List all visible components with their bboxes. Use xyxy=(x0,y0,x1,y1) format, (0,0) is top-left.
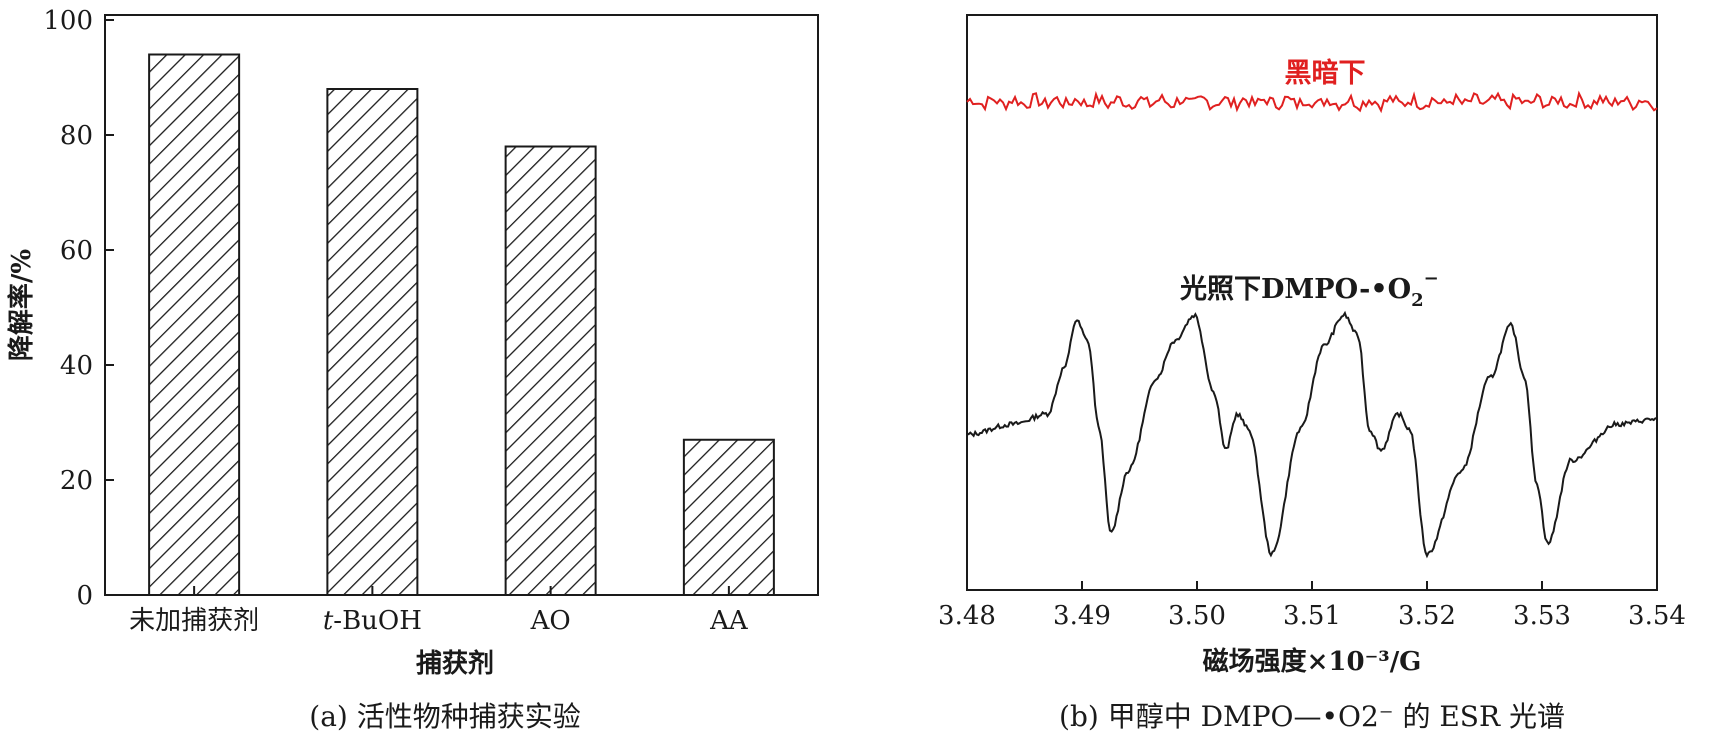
panel-a-x-tick-label-rest: -BuOH xyxy=(333,606,422,636)
panel-b-x-tick-label: 3.54 xyxy=(1628,601,1686,631)
panel-b-x-axis: 3.48 3.49 3.50 3.51 3.52 3.53 3.54 xyxy=(938,581,1686,631)
panel-b-x-tick-label: 3.49 xyxy=(1053,601,1111,631)
panel-a-x-axis: 未加捕获剂 t-BuOH AO AA xyxy=(129,586,749,636)
panel-a-y-tick-label: 0 xyxy=(76,581,93,611)
panel-a-caption: (a) 活性物种捕获实验 xyxy=(309,700,580,733)
panel-b-esr-spectrum: 3.48 3.49 3.50 3.51 3.52 3.53 3.54 黑暗下 光照下DMPO… xyxy=(938,14,1686,733)
panel-a-y-tick-label: 100 xyxy=(43,6,93,36)
annotation-light: 光照下DMPO-•O2− xyxy=(1179,268,1439,311)
panel-a-y-axis: 0 20 40 60 80 100 xyxy=(43,6,114,611)
annotation-light-sup: − xyxy=(1424,268,1439,289)
panel-b-x-tick-label: 3.53 xyxy=(1513,601,1571,631)
panel-a-x-axis-label: 捕获剂 xyxy=(416,649,494,679)
annotation-light-text: 光照下DMPO-•O xyxy=(1179,274,1411,305)
panel-a-bar xyxy=(148,53,241,596)
panel-a-x-tick-label: t-BuOH xyxy=(323,606,422,636)
panel-b-x-axis-label: 磁场强度×10⁻³/G xyxy=(1203,646,1422,677)
panel-b-series xyxy=(966,90,1658,559)
panel-b-x-tick-label: 3.50 xyxy=(1168,601,1226,631)
panel-a-bar xyxy=(682,438,775,596)
series-line-dark xyxy=(966,90,1658,114)
panel-b-x-tick-label: 3.52 xyxy=(1398,601,1456,631)
annotation-dark: 黑暗下 xyxy=(1285,58,1366,89)
panel-a-x-tick-label: AA xyxy=(709,606,749,636)
series-line-light xyxy=(966,310,1658,559)
panel-a-y-axis-label: 降解率/% xyxy=(6,249,37,361)
panel-a-y-tick-label: 80 xyxy=(60,121,93,151)
panel-a-y-tick-label: 40 xyxy=(60,351,93,381)
panel-b-caption: (b) 甲醇中 DMPO—•O2⁻ 的 ESR 光谱 xyxy=(1059,700,1565,733)
panel-a-x-tick-label: 未加捕获剂 xyxy=(129,606,259,636)
panel-a-y-tick-label: 20 xyxy=(60,466,93,496)
panel-a-bar xyxy=(326,88,419,596)
panel-a-bar xyxy=(504,145,597,596)
panel-b-x-tick-label: 3.51 xyxy=(1283,601,1341,631)
panel-a-x-tick-label: AO xyxy=(530,606,571,636)
panel-a-bars xyxy=(148,53,775,596)
annotation-light-sub: 2 xyxy=(1411,290,1424,311)
panel-a-x-tick-label-italic: t xyxy=(323,606,334,636)
panel-b-x-tick-label: 3.48 xyxy=(938,601,996,631)
panel-a-bar-chart: 0 20 40 60 80 100 未加捕获剂 t-BuOH AO AA 捕获剂 降解率/% (… xyxy=(6,6,819,733)
panel-a-plot-frame xyxy=(104,14,819,596)
panel-a-y-tick-label: 60 xyxy=(60,236,93,266)
